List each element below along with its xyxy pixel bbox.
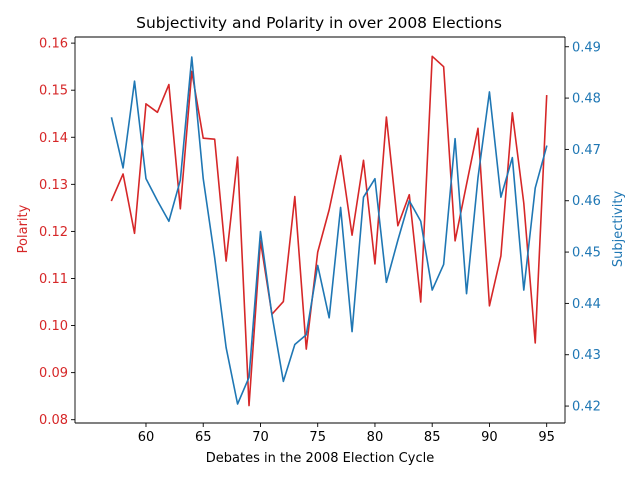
x-tick-label: 65	[195, 430, 212, 445]
x-tick-label: 70	[252, 430, 269, 445]
right-y-tick-label: 0.45	[572, 246, 601, 261]
x-tick-label: 60	[138, 430, 155, 445]
series-line-polarity	[110, 55, 548, 407]
series-line-subjectivity	[110, 56, 548, 405]
plot-area: 60 65 70 75 80 85 90 95 0.08 0.09 0.10 0.11 0.12 0.13…	[39, 36, 601, 445]
left-y-tick-label: 0.16	[39, 37, 68, 52]
x-axis-title: Debates in the 2008 Election Cycle	[206, 451, 434, 466]
left-y-axis-title: Polarity	[16, 204, 31, 253]
left-y-tick-label: 0.15	[39, 84, 68, 99]
left-y-tick-label: 0.10	[39, 319, 68, 334]
right-y-tick-label: 0.49	[572, 40, 601, 55]
right-y-tick-label: 0.46	[572, 194, 601, 209]
right-y-tick-label: 0.43	[572, 348, 601, 363]
left-y-tick-label: 0.11	[39, 272, 68, 287]
left-y-tick-label: 0.14	[39, 131, 68, 146]
left-y-tick-label: 0.09	[39, 366, 68, 381]
chart-title: Subjectivity and Polarity in over 2008 E…	[136, 14, 502, 32]
right-y-tick-label: 0.48	[572, 92, 601, 107]
x-tick-label: 85	[424, 430, 441, 445]
left-y-tick-label: 0.08	[39, 413, 68, 428]
x-tick-label: 90	[481, 430, 498, 445]
right-y-tick-label: 0.47	[572, 143, 601, 158]
right-y-tick-label: 0.42	[572, 400, 601, 415]
right-y-tick-label: 0.44	[572, 297, 601, 312]
left-y-tick-label: 0.13	[39, 178, 68, 193]
x-tick-label: 75	[309, 430, 326, 445]
x-tick-label: 95	[538, 430, 555, 445]
left-y-tick-label: 0.12	[39, 225, 68, 240]
x-tick-label: 80	[367, 430, 384, 445]
right-y-axis-title: Subjectivity	[611, 191, 626, 268]
